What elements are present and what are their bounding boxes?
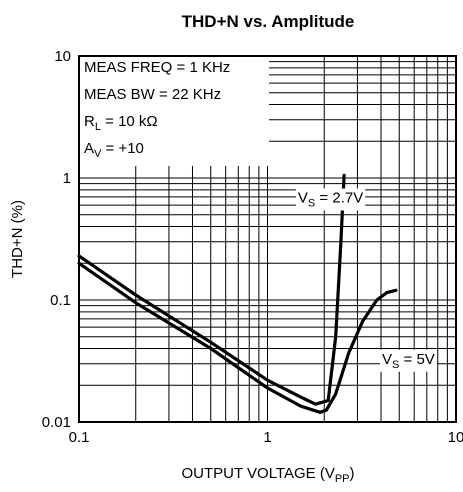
y-axis-label: THD+N (%) [9,200,26,278]
y-tick-label: 1 [63,170,71,187]
series-line-2 [77,261,398,414]
x-tick-label: 10 [448,429,463,446]
series-label-background [380,349,437,372]
condition-line-1: MEAS FREQ = 1 KHz [84,59,230,76]
y-tick-label: 0.01 [42,414,71,431]
x-axis-label-main: OUTPUT VOLTAGE (V [181,465,334,482]
condition-line-2: MEAS BW = 22 KHz [84,86,221,103]
series-labels: VS = 2.7V VS = 5V [295,188,437,372]
condition-line-4: AV = +10 [84,140,144,160]
condition-line-3: RL = 10 kΩ [84,113,158,133]
conditions-box: MEAS FREQ = 1 KHz MEAS BW = 22 KHz RL = 10… [79,56,269,166]
y-tick-label: 0.1 [50,292,71,309]
x-tick-label: 1 [263,429,271,446]
x-axis-label: OUTPUT VOLTAGE (VPP) [181,465,354,485]
series-label-1: VS = 2.7V [298,189,363,209]
series-line-1 [77,173,346,406]
series-layer [77,173,398,414]
x-axis-label-close: ) [350,465,355,482]
plot-frame [78,55,457,423]
series-label-2: VS = 5V [382,351,435,371]
series-label-background [295,188,366,211]
conditions-box-background [79,56,269,166]
x-axis-label-sub: PP [335,473,350,485]
x-tick-label: 0.1 [69,429,90,446]
chart-title: THD+N vs. Amplitude [182,12,355,31]
y-tick-label: 10 [54,48,71,65]
